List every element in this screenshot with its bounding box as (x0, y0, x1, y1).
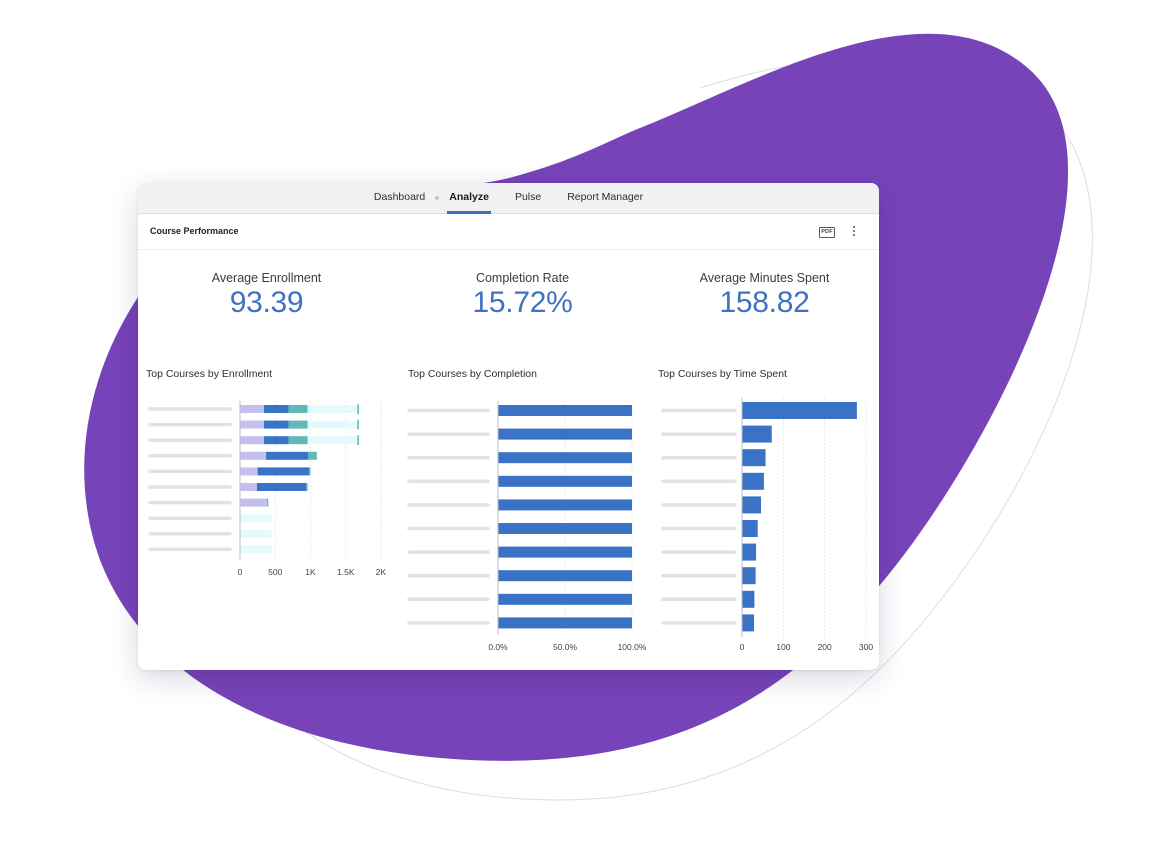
bar (498, 593, 632, 605)
x-tick-label: 1K (305, 567, 316, 577)
more-vertical-icon[interactable] (848, 224, 860, 239)
bar-segment (263, 436, 289, 445)
bar (742, 543, 757, 561)
bar-segment (240, 483, 257, 491)
bar (498, 499, 632, 511)
bar-segment (309, 467, 311, 476)
x-tick-label: 1.5K (337, 567, 355, 577)
bar-segment (288, 436, 308, 445)
panel-title: Course Performance (150, 226, 239, 236)
bar (498, 523, 632, 534)
panel-header: Course Performance PDF (138, 214, 879, 250)
bar (742, 520, 758, 537)
bar-segment (256, 483, 307, 491)
kpi-label: Average Minutes Spent (699, 271, 830, 285)
x-tick-label: 0.0% (488, 642, 508, 652)
kpi-average-enrollment: Average Enrollment 93.39 (143, 271, 390, 320)
pdf-export-button[interactable]: PDF (819, 227, 835, 238)
kpi-value: 15.72% (472, 286, 573, 319)
x-tick-label: 2K (376, 567, 387, 577)
bar-segment (240, 514, 272, 523)
tab-dashboard[interactable]: Dashboard (373, 191, 426, 203)
bar-segment (266, 498, 269, 507)
kpi-value: 158.82 (719, 286, 810, 319)
top-nav: Dashboard Analyze Pulse Report Manager (138, 183, 879, 214)
nav-separator-dot (435, 196, 440, 200)
bar-segment (240, 529, 272, 538)
kpi-label: Completion Rate (475, 271, 570, 285)
bar-segment (240, 405, 264, 413)
bar-segment (263, 405, 289, 413)
bar-segment (263, 420, 289, 429)
bar-segment (240, 467, 258, 476)
x-tick-label: 100.0% (618, 642, 647, 652)
bar-segment (240, 420, 264, 429)
bar (498, 405, 632, 416)
bar-segment (307, 420, 360, 429)
tab-report-manager[interactable]: Report Manager (567, 191, 644, 203)
bar-segment (288, 420, 308, 429)
bar-segment (288, 405, 308, 413)
tab-analyze[interactable]: Analyze (447, 183, 491, 214)
x-tick-label: 0 (740, 642, 745, 652)
kpi-value: 93.39 (229, 286, 304, 319)
bar (742, 425, 772, 443)
chart-title-completion: Top Courses by Completion (408, 368, 537, 380)
charts-area: 0 500 1K 1.5K 2K 0.0% 50.0% 100.0% 0 100 200 300 (148, 398, 873, 652)
bar (742, 590, 755, 608)
bar-segment (240, 545, 272, 554)
x-tick-label: 100 (776, 642, 790, 652)
bar (498, 570, 632, 582)
bar (742, 567, 756, 585)
bar-segment (307, 436, 360, 445)
bar-segment (240, 436, 264, 445)
bar (742, 449, 766, 467)
bar-segment (266, 451, 309, 460)
kpi-completion-rate: Completion Rate 15.72% (399, 271, 646, 320)
bar (742, 496, 762, 514)
bar-segment (308, 451, 317, 460)
x-tick-label: 0 (238, 567, 243, 577)
bar (742, 402, 857, 419)
chart-title-enrollment: Top Courses by Enrollment (146, 368, 273, 380)
bar-segment (307, 405, 360, 413)
bar-segment (306, 483, 308, 491)
bar (498, 617, 632, 629)
bar (742, 614, 754, 632)
tab-pulse[interactable]: Pulse (514, 191, 542, 203)
bar (498, 452, 632, 464)
bar (498, 428, 632, 440)
bar (742, 472, 764, 490)
kpi-label: Average Enrollment (211, 271, 322, 285)
bar-segment (257, 467, 310, 476)
dashboard-card: Dashboard Analyze Pulse Report Manager C… (138, 183, 879, 670)
chart-title-time-spent: Top Courses by Time Spent (658, 368, 787, 380)
bar (498, 546, 632, 558)
bar-segment (240, 498, 267, 507)
kpi-average-minutes-spent: Average Minutes Spent 158.82 (641, 271, 879, 320)
x-tick-label: 300 (859, 642, 873, 652)
x-tick-label: 50.0% (553, 642, 578, 652)
bar-segment (240, 451, 267, 460)
bar (498, 475, 632, 487)
x-tick-label: 500 (268, 567, 282, 577)
x-tick-label: 200 (818, 642, 832, 652)
